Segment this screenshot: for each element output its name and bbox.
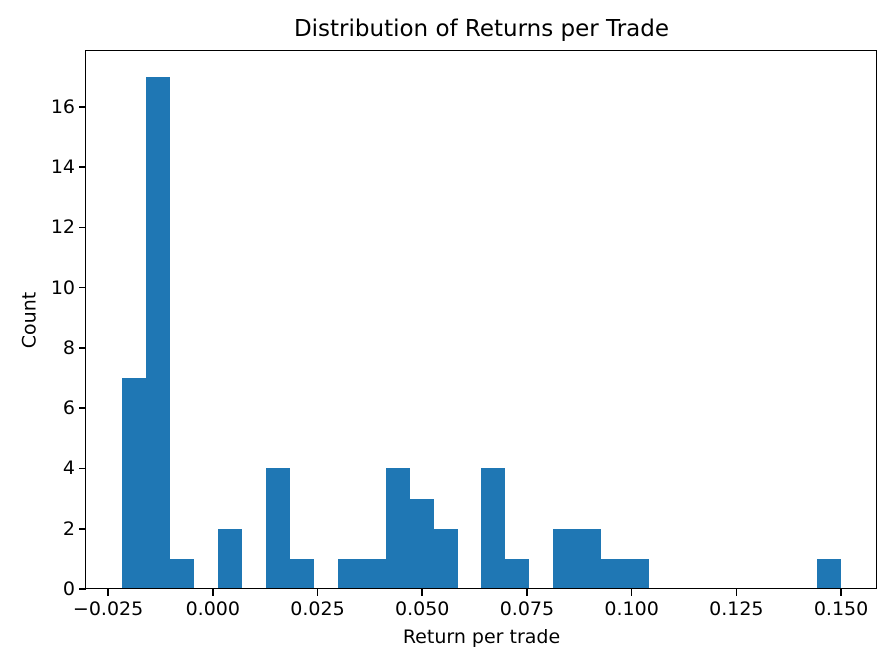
plot-area — [86, 51, 877, 589]
histogram-bar — [361, 558, 386, 589]
y-tick-label: 2 — [62, 517, 75, 540]
x-axis-label: Return per trade — [402, 626, 561, 648]
y-tick-label: 16 — [50, 95, 75, 118]
histogram-bar — [577, 528, 602, 589]
x-tick-label: 0.050 — [395, 598, 450, 620]
x-tick-mark — [421, 589, 423, 596]
y-tick-label: 10 — [50, 276, 75, 299]
histogram-bar — [289, 558, 314, 589]
y-tick-mark — [79, 226, 86, 229]
x-tick-mark — [211, 589, 214, 596]
x-tick-label: −0.025 — [72, 598, 144, 620]
histogram-bar — [385, 468, 410, 589]
histogram-bar — [481, 468, 506, 589]
y-tick-mark — [79, 286, 86, 289]
x-tick-mark — [526, 589, 528, 596]
y-tick-mark — [79, 105, 86, 108]
histogram-bar — [817, 558, 842, 589]
y-axis-label: Count — [18, 291, 41, 349]
histogram-bar — [217, 528, 242, 589]
histogram-bar — [121, 378, 146, 589]
x-tick-mark — [735, 589, 738, 596]
histogram-bar — [145, 76, 170, 589]
x-tick-mark — [630, 589, 633, 596]
histogram-bar — [553, 528, 578, 589]
x-tick-label: 0.150 — [813, 598, 869, 620]
y-tick-mark — [79, 166, 86, 168]
x-tick-label: 0.125 — [709, 598, 764, 620]
y-tick-label: 0 — [62, 578, 75, 600]
histogram-bar — [433, 528, 458, 589]
histogram-bar — [601, 558, 626, 589]
y-tick-label: 4 — [62, 457, 75, 480]
histogram-bar — [265, 468, 290, 589]
histogram-bar — [625, 558, 650, 589]
y-tick-mark — [79, 467, 86, 470]
x-tick-mark — [107, 589, 109, 596]
x-tick-label: 0.075 — [499, 598, 555, 620]
y-tick-mark — [79, 527, 86, 530]
histogram-bar — [505, 558, 530, 589]
y-tick-mark — [79, 407, 86, 409]
chart-title: Distribution of Returns per Trade — [293, 16, 670, 42]
histogram-bar — [169, 558, 194, 589]
y-tick-label: 14 — [50, 156, 75, 179]
x-tick-label: 0.025 — [290, 598, 345, 620]
histogram-bar — [337, 558, 362, 589]
y-tick-mark — [79, 588, 86, 590]
histogram-bar — [409, 498, 434, 589]
y-tick-label: 12 — [50, 216, 75, 239]
x-tick-mark — [316, 589, 319, 596]
y-tick-label: 6 — [62, 397, 75, 420]
x-tick-label: 0.000 — [185, 598, 240, 620]
x-tick-mark — [840, 589, 842, 596]
y-tick-mark — [79, 347, 86, 349]
x-tick-label: 0.100 — [604, 598, 659, 620]
y-tick-label: 8 — [62, 336, 75, 359]
